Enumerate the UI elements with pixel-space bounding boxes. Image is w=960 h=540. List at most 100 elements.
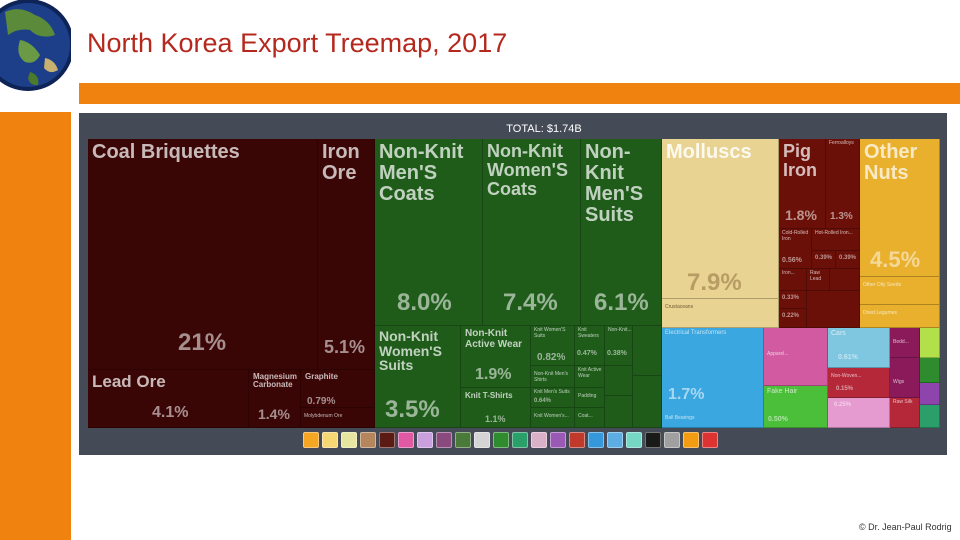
tile-molybdenum-ore[interactable]: Molybdenum Ore [301, 408, 375, 428]
tile-other-nuts[interactable]: Other Nuts 4.5% [860, 139, 940, 277]
tile-percent: 0.25% [834, 402, 852, 408]
tile-label: Bedd... [893, 339, 909, 345]
tile-label: Hot-Rolled Iron... [815, 230, 853, 236]
tile-other-oily-seeds[interactable]: Other Oily Seeds [860, 277, 940, 305]
tile-knit-womens-suits[interactable]: Knit Women'S Suits 0.82% [531, 326, 575, 366]
tile-percent: 1.3% [830, 211, 853, 222]
tile-apparel-small[interactable]: Apparel... [764, 328, 828, 386]
wood-products-icon[interactable] [455, 432, 471, 448]
tile-pink-medium[interactable]: 0.25% [828, 398, 890, 428]
tile-metal-small-5[interactable]: 0.22% [779, 309, 807, 328]
tile-textile-misc-2[interactable] [605, 396, 633, 428]
metals-icon[interactable] [569, 432, 585, 448]
tile-metal-small-6[interactable] [807, 291, 860, 328]
tile-non-knit-small[interactable]: Non-Knit... 0.38% [605, 326, 633, 366]
plastics-icon[interactable] [417, 432, 433, 448]
mineral-products-icon[interactable] [379, 432, 395, 448]
tile-lead-ore[interactable]: Lead Ore 4.1% [88, 370, 249, 428]
tile-graphite[interactable]: Graphite 0.79% [301, 370, 375, 408]
tile-label: Wigs [893, 379, 905, 385]
foodstuffs-icon[interactable] [360, 432, 376, 448]
tile-non-knit-womens-suits[interactable]: Non-Knit Women'S Suits 3.5% [375, 326, 461, 428]
tile-purple-small[interactable] [920, 383, 940, 405]
tile-textile-misc-1[interactable] [605, 366, 633, 396]
tile-non-knit-active-wear[interactable]: Non-Knit Active Wear 1.9% [461, 326, 531, 388]
tile-percent: 7.4% [503, 289, 558, 316]
footwear-icon[interactable] [512, 432, 528, 448]
tile-textile-misc-4[interactable] [633, 376, 662, 428]
animal-fats-icon[interactable] [341, 432, 357, 448]
tile-non-knit-mens-shirts[interactable]: Non-Knit Men's Shirts [531, 366, 575, 388]
tile-iron-small[interactable]: Iron... [779, 269, 807, 291]
tile-metal-small-1[interactable]: 0.39% [812, 251, 836, 269]
tile-label: Non-Knit Men'S Coats [379, 141, 464, 205]
tile-electrical-transformers[interactable]: Electrical Transformers 1.7% Ball Bearin… [662, 328, 764, 428]
instruments-icon[interactable] [626, 432, 642, 448]
stone-glass-icon[interactable] [531, 432, 547, 448]
tile-iron-ore[interactable]: Iron Ore 5.1% [318, 139, 375, 370]
precious-metals-icon[interactable] [550, 432, 566, 448]
transportation-icon[interactable] [607, 432, 623, 448]
animal-hides-icon[interactable] [436, 432, 452, 448]
paper-goods-icon[interactable] [474, 432, 490, 448]
tile-metal-small-2[interactable]: 0.39% [836, 251, 860, 269]
tile-knit-mens-suits[interactable]: Knit Men's Suits 0.64% [531, 388, 575, 408]
tile-coat-other[interactable]: Coat... [575, 408, 605, 428]
tile-non-knit-mens-suits[interactable]: Non-Knit Men'S Suits 6.1% [581, 139, 662, 326]
tile-percent: 7.9% [687, 269, 742, 296]
tile-green-small[interactable] [920, 358, 940, 383]
tile-label: Iron Ore [322, 141, 360, 184]
tile-percent: 1.8% [785, 207, 817, 223]
tile-label: Cold-Rolled Iron [782, 230, 809, 242]
tile-coal-briquettes[interactable]: Coal Briquettes 21% [88, 139, 318, 370]
weapons-icon[interactable] [645, 432, 661, 448]
animal-products-icon[interactable] [303, 432, 319, 448]
tile-hot-rolled-iron[interactable]: Hot-Rolled Iron... [812, 229, 860, 251]
tile-non-woven[interactable]: Non-Woven... 0.15% [828, 368, 890, 398]
tile-magnesium-carbonate[interactable]: Magnesium Carbonate 1.4% [249, 370, 301, 428]
vegetable-products-icon[interactable] [322, 432, 338, 448]
tile-raw-silk[interactable]: Raw Silk [890, 398, 920, 428]
tile-label: Apparel... [767, 351, 789, 357]
tile-wigs[interactable]: Wigs [890, 358, 920, 398]
tile-crustaceans[interactable]: Crustaceans [662, 299, 779, 328]
tile-knit-womens[interactable]: Knit Women's... [531, 408, 575, 428]
tile-label: Non-Knit Men's Shirts [534, 371, 569, 383]
tile-label: Knit Women's... [534, 413, 569, 419]
tile-dried-legumes[interactable]: Dried Legumes [860, 305, 940, 328]
tile-lime-small[interactable] [920, 328, 940, 358]
tile-percent: 6.1% [594, 289, 649, 316]
tile-ferroalloys[interactable]: Ferroalloys 1.3% [826, 139, 860, 229]
treemap-panel: TOTAL: $1.74B Coal Briquettes 21% Iron O… [79, 113, 947, 455]
tile-label: Molluscs [666, 141, 752, 163]
textiles-icon[interactable] [493, 432, 509, 448]
unspecified-icon[interactable] [702, 432, 718, 448]
machines-icon[interactable] [588, 432, 604, 448]
tile-cars[interactable]: Cars 0.61% [828, 328, 890, 368]
tile-fake-hair[interactable]: Fake Hair 0.50% [764, 386, 828, 428]
arts-antiques-icon[interactable] [683, 432, 699, 448]
miscellaneous-icon[interactable] [664, 432, 680, 448]
tile-label: Padding [578, 393, 597, 399]
tile-label: Ferroalloys [829, 140, 854, 146]
tile-metal-small-3[interactable] [830, 269, 860, 291]
tile-raw-lead[interactable]: Raw Lead [807, 269, 830, 291]
tile-pig-iron[interactable]: Pig Iron 1.8% [779, 139, 826, 229]
tile-non-knit-womens-coats[interactable]: Non-Knit Women'S Coats 7.4% [483, 139, 581, 326]
tile-teal-small[interactable] [920, 405, 940, 428]
tile-knit-sweaters[interactable]: Knit Sweaters 0.47% [575, 326, 605, 366]
tile-label: Coal Briquettes [92, 141, 240, 163]
tile-knit-t-shirts[interactable]: Knit T-Shirts 1.1% [461, 388, 531, 428]
chemical-products-icon[interactable] [398, 432, 414, 448]
tile-metal-small-4[interactable]: 0.33% [779, 291, 807, 309]
tile-bedding-small[interactable]: Bedd... [890, 328, 920, 358]
tile-cold-rolled-iron[interactable]: Cold-Rolled Iron 0.56% [779, 229, 812, 269]
tile-molluscs[interactable]: Molluscs 7.9% [662, 139, 779, 299]
tile-padding[interactable]: Padding [575, 388, 605, 408]
tile-label: Non-Woven... [831, 373, 862, 379]
slide-title: North Korea Export Treemap, 2017 [87, 28, 508, 58]
tile-textile-misc-3[interactable] [633, 326, 662, 376]
globe-image [0, 0, 71, 112]
tile-non-knit-mens-coats[interactable]: Non-Knit Men'S Coats 8.0% [375, 139, 483, 326]
tile-knit-active-wear[interactable]: Knit Active Wear [575, 366, 605, 388]
